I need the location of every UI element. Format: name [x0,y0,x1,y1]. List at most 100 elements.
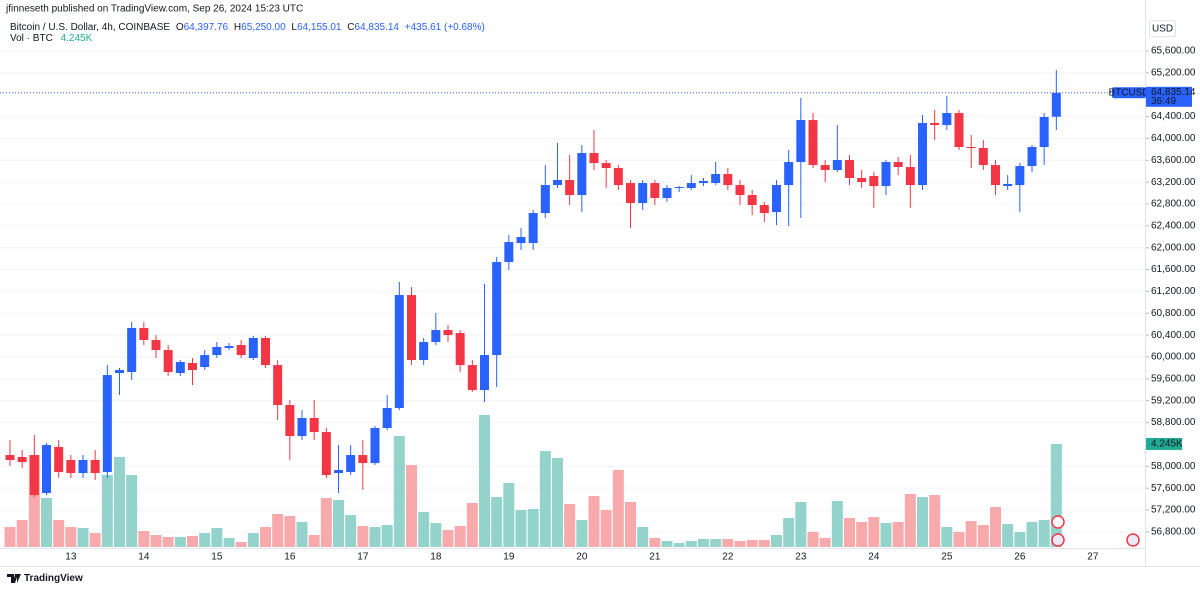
candle-body [820,165,830,171]
grid-layer [0,50,1149,533]
y-tick-label: 62,400.00 [1151,221,1196,232]
volume-bar [831,501,843,547]
ohlc-key: O [176,22,184,33]
volume-bar [430,522,442,547]
candle-body [346,455,356,473]
candle-body [504,242,514,263]
event-icon[interactable] [1051,515,1065,529]
volume-bar [272,513,284,547]
event-icon[interactable] [1126,533,1140,547]
volume-bar [844,517,855,547]
candle-body [42,445,51,494]
volume-legend: Vol · BTC 4.245K [10,33,93,44]
volume-bar [941,526,953,547]
candle-body [1039,117,1049,148]
candle-body [759,205,769,214]
change: +435.61 (+0.68%) [405,22,485,33]
volume-bar [77,527,89,547]
volume-bar [746,540,758,547]
x-tick-label: 24 [868,552,880,563]
candle-body [978,148,988,166]
volume-bar [223,537,235,547]
candle-body [918,123,927,186]
volume-legend-value: 4.245K [61,33,93,44]
candle-body [151,340,161,351]
candle-body [845,160,854,178]
candle-body [394,295,404,408]
volume-bar [771,535,782,547]
volume-bar [904,493,916,547]
candle-body [601,163,611,168]
candle-body [735,185,745,196]
candle-body [723,174,733,186]
volume-bar [710,538,722,547]
volume-bar [479,415,490,547]
candle-body [674,187,684,189]
symbol: Bitcoin / U.S. Dollar, 4h, COINBASE [10,22,170,33]
candle-body [1051,92,1061,117]
candle-body [991,165,1000,186]
volume-tag-label: 4.245K [1151,439,1183,450]
volume-bar [953,531,965,547]
candle-body [711,174,721,184]
candle-body [772,185,781,213]
candle-body [29,455,39,496]
y-tick-label: 63,200.00 [1151,177,1196,188]
candle-body [1027,147,1037,167]
volume-bar [612,470,624,547]
volume-bar [89,532,101,547]
candle-body [638,183,648,204]
ohlc-value: 65,250.00 [241,22,286,33]
x-tick-label: 16 [284,552,296,563]
volume-bar [454,526,466,547]
currency-box[interactable] [1149,20,1176,37]
candle-body [686,183,696,188]
volume-bar [807,531,819,547]
volume-bar [174,536,186,547]
volume-bar [199,532,211,547]
candle-body [139,328,149,341]
volume-bar [600,510,612,547]
volume-bar [65,526,77,547]
candle-body [285,405,295,437]
y-tick-label: 58,000.00 [1151,461,1196,472]
x-tick-label: 25 [941,552,953,563]
candle-body [467,365,477,391]
candle-body [528,213,538,244]
volume-bar [381,525,393,547]
x-tick-label: 18 [430,552,442,563]
volume-bar [491,496,503,547]
ohlc-key: H [234,22,241,33]
volume-bar [1050,443,1062,547]
volume-bar [685,541,697,547]
x-tick-label: 15 [211,552,223,563]
candle-body [175,362,185,374]
volume-bar [101,475,113,547]
y-tick-label: 62,800.00 [1151,199,1196,210]
candle-body [212,347,222,356]
candle-body [942,113,952,126]
candle-body [115,370,124,374]
candle-body [273,365,283,406]
y-tick-label: 56,800.00 [1151,527,1196,538]
y-tick-label: 57,200.00 [1151,505,1196,516]
candle-body [480,355,489,391]
ohlc-value: 64,835.14 [355,22,400,33]
currency[interactable]: USD [1152,24,1173,35]
volume-bar [308,535,320,547]
candle-body [248,338,258,358]
y-tick-label: 60,400.00 [1151,330,1196,341]
candle-body [662,188,672,198]
y-tick-label: 60,000.00 [1151,352,1196,363]
y-tick-label: 57,600.00 [1151,483,1196,494]
volume-bar [333,500,344,547]
volume-bar [284,516,296,547]
candle-body [407,295,416,361]
event-icon[interactable] [1051,533,1065,547]
volume-bar [649,537,661,547]
volume-bar [260,526,271,547]
volume-bar [527,508,539,547]
candle-body [236,345,246,356]
volume-bar [698,538,709,547]
volume-bar [187,536,198,547]
